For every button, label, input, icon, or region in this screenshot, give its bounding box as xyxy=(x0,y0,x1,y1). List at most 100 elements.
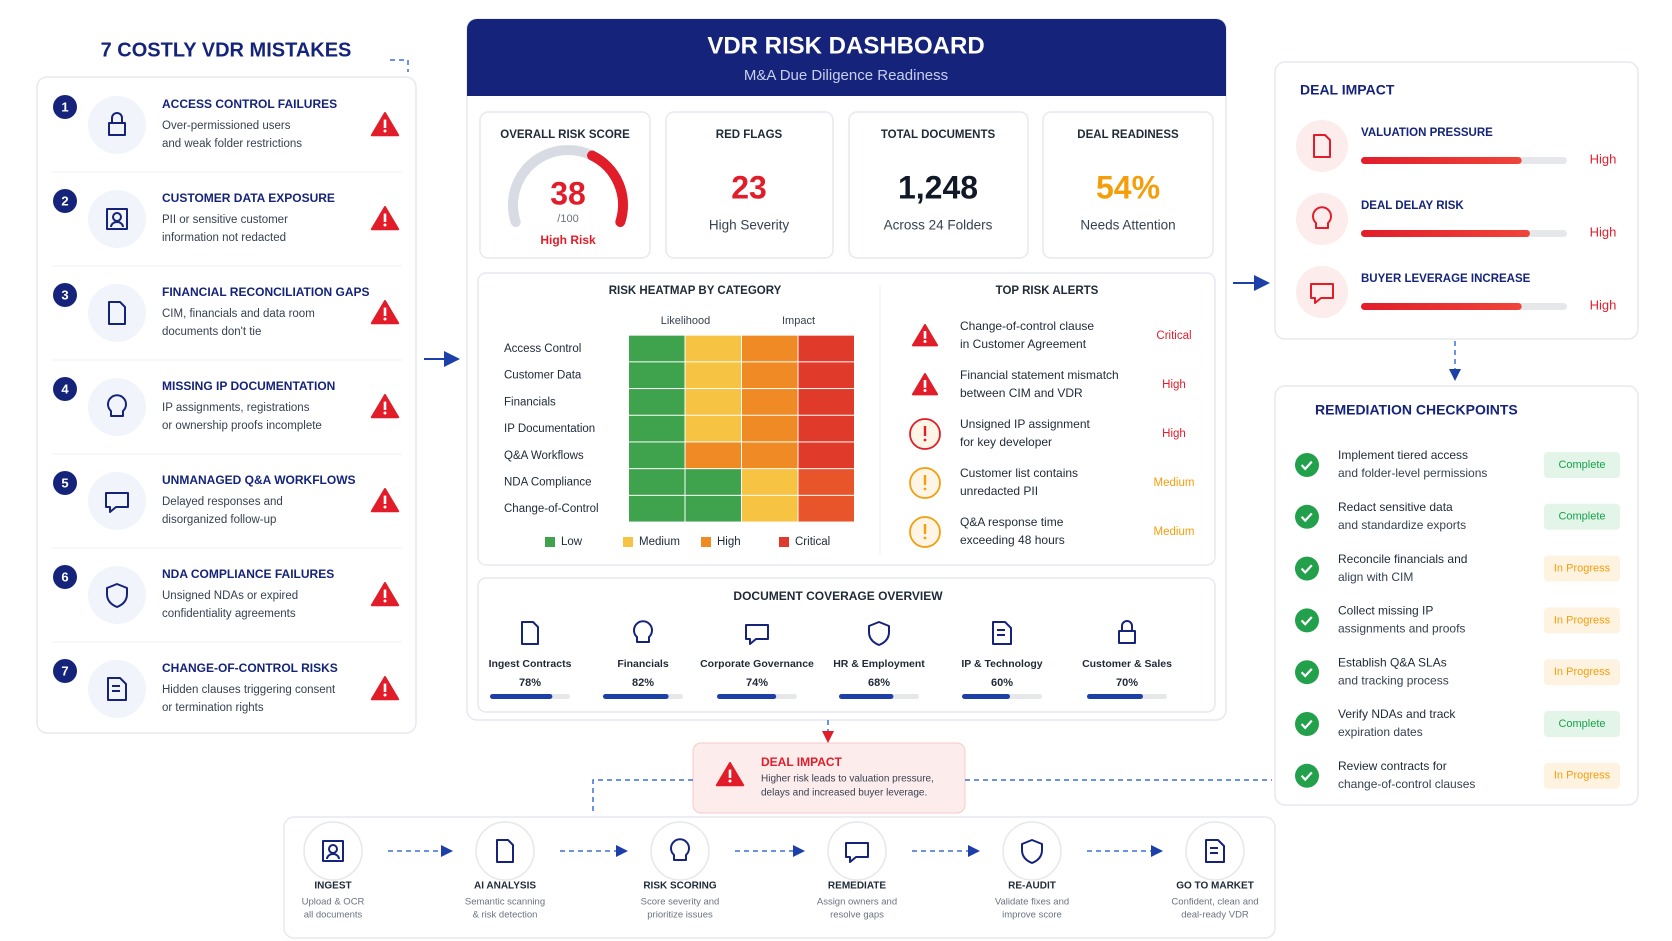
coverage-label: IP & Technology xyxy=(961,658,1042,670)
column-header: Impact xyxy=(782,315,815,327)
legend-swatch xyxy=(623,537,633,547)
alert-mark xyxy=(923,475,927,485)
check-mark xyxy=(1300,616,1313,626)
icon xyxy=(105,492,129,513)
kpi-caption: High Severity xyxy=(709,218,790,233)
heatmap-cell xyxy=(629,495,685,522)
step-text: deal-ready VDR xyxy=(1181,910,1249,921)
legend-swatch xyxy=(779,537,789,547)
step-icon-bg xyxy=(475,821,535,881)
coverage-value: 70% xyxy=(1116,677,1138,689)
alert-text: Financial statement mismatch xyxy=(960,368,1119,382)
impact-level: High xyxy=(1590,151,1617,166)
progress-bar xyxy=(717,694,777,699)
warning-dot xyxy=(383,129,387,133)
step-title: RE-AUDIT xyxy=(1008,881,1056,892)
warning-mark xyxy=(728,769,732,778)
impact-title: DEAL DELAY RISK xyxy=(1361,200,1464,212)
kpi-card xyxy=(848,111,1029,259)
kpi-value: 1,248 xyxy=(898,169,978,205)
step-text: Assign owners and xyxy=(817,897,897,908)
step-title: REMEDIATE xyxy=(828,881,886,892)
heatmap-cell xyxy=(629,335,685,362)
checkpoint-text: Verify NDAs and track xyxy=(1338,707,1456,721)
alert-text: Customer list contains xyxy=(960,466,1078,480)
step-icon-bg xyxy=(827,821,887,881)
warning-mark xyxy=(383,495,387,504)
legend-label: Medium xyxy=(639,536,680,548)
item-description: documents don't tie xyxy=(162,326,261,338)
step-title: GO TO MARKET xyxy=(1176,881,1254,892)
item-description: or ownership proofs incomplete xyxy=(162,420,322,432)
alert-text: between CIM and VDR xyxy=(960,386,1083,400)
icon xyxy=(1021,839,1043,864)
icon xyxy=(633,620,653,643)
item-description: Hidden clauses triggering consent xyxy=(162,684,336,696)
heatmap-cell xyxy=(685,362,741,389)
kpi-title: RED FLAGS xyxy=(716,129,783,141)
check-mark xyxy=(1300,460,1313,471)
kpi-title: OVERALL RISK SCORE xyxy=(500,129,630,141)
icon xyxy=(322,840,344,862)
gauge-fill xyxy=(587,150,628,227)
impact-level: High xyxy=(1590,224,1617,239)
icon-bg xyxy=(88,378,146,436)
item-title: MISSING IP DOCUMENTATION xyxy=(162,379,335,393)
callout-text: delays and increased buyer leverage. xyxy=(761,788,927,799)
kpi-caption: Needs Attention xyxy=(1080,218,1175,233)
warning-dot xyxy=(383,317,387,321)
status-label: Complete xyxy=(1558,459,1605,471)
icon xyxy=(1312,206,1332,229)
heatmap-cell xyxy=(742,389,798,415)
content: 7 COSTLY VDR MISTAKES 1 ACCESS CONTROL FAI… xyxy=(52,32,1620,921)
alert-text: Q&A response time xyxy=(960,515,1064,529)
impact-level: High xyxy=(1590,297,1617,312)
heatmap-cell xyxy=(798,389,854,415)
coverage-panel xyxy=(477,577,1216,713)
icon-bg xyxy=(88,96,146,154)
checkpoint-text: and standardize exports xyxy=(1338,518,1466,532)
alert-text: in Customer Agreement xyxy=(960,337,1087,351)
kpi-value: 23 xyxy=(731,169,767,205)
step-text: Score severity and xyxy=(641,897,720,908)
checkpoint-text: Review contracts for xyxy=(1338,759,1447,773)
status-label: Complete xyxy=(1558,718,1605,730)
heatmap-cell xyxy=(798,362,854,389)
coverage-label: Ingest Contracts xyxy=(489,658,572,670)
item-title: NDA COMPLIANCE FAILURES xyxy=(162,567,334,581)
item-description: PII or sensitive customer xyxy=(162,214,288,226)
alert-severity: Critical xyxy=(1156,330,1191,342)
heatmap-cell xyxy=(742,495,798,522)
step-icon-bg xyxy=(1002,821,1062,881)
status-badge xyxy=(1544,503,1620,530)
alert-text: Change-of-control clause xyxy=(960,319,1094,333)
heatmap-cell xyxy=(798,415,854,442)
warning-dot xyxy=(383,223,387,227)
icon xyxy=(845,842,869,863)
kpi-card xyxy=(479,111,651,259)
check-icon xyxy=(1295,453,1319,477)
coverage-label: Customer & Sales xyxy=(1082,658,1172,670)
heatmap-cell xyxy=(742,415,798,442)
impact-title: BUYER LEVERAGE INCREASE xyxy=(1361,273,1531,285)
item-title: CUSTOMER DATA EXPOSURE xyxy=(162,191,335,205)
number-badge xyxy=(53,95,77,119)
number-badge xyxy=(53,565,77,589)
connector xyxy=(390,59,409,72)
item-title: FINANCIAL RECONCILIATION GAPS xyxy=(162,285,370,299)
heatmap-cell xyxy=(742,362,798,389)
legend-label: Critical xyxy=(795,536,830,548)
row-label: Q&A Workflows xyxy=(504,450,584,462)
checkpoint-text: Redact sensitive data xyxy=(1338,500,1453,514)
icon xyxy=(107,677,127,701)
icon xyxy=(1118,620,1136,644)
status-label: Complete xyxy=(1558,511,1605,523)
kpi-caption: Across 24 Folders xyxy=(884,218,993,233)
coverage-value: 60% xyxy=(991,677,1013,689)
legend-swatch xyxy=(701,537,711,547)
checkpoint-text: expiration dates xyxy=(1338,725,1423,739)
coverage-label: HR & Employment xyxy=(833,658,925,670)
section-title: DOCUMENT COVERAGE OVERVIEW xyxy=(733,589,943,603)
status-badge xyxy=(1544,659,1620,686)
warning-mark xyxy=(383,307,387,316)
